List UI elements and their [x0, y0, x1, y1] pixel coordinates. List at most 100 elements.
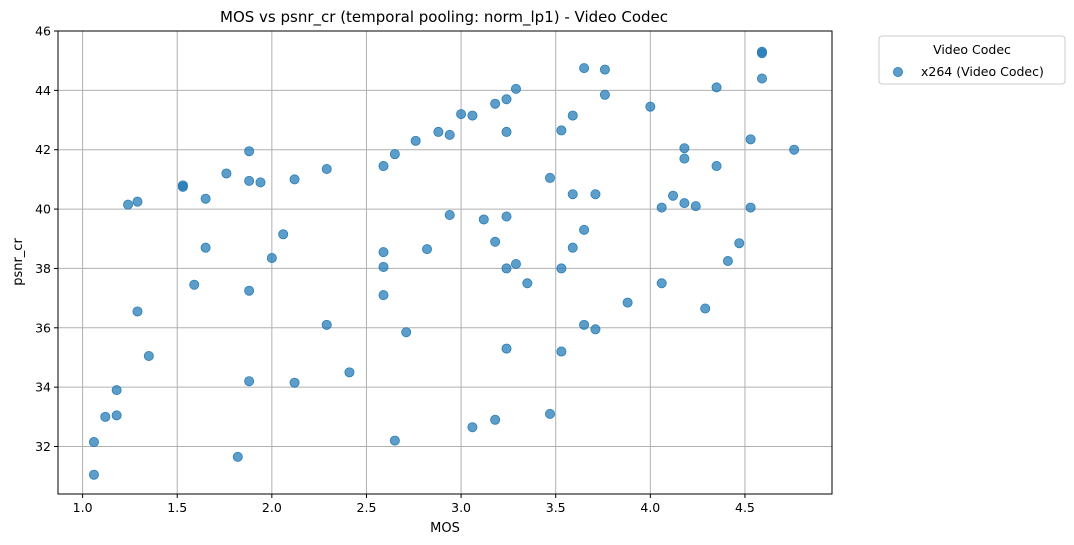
x-tick-label: 3.5	[546, 500, 566, 515]
data-point	[756, 48, 767, 59]
data-point	[244, 285, 255, 296]
data-point	[266, 253, 277, 264]
data-point	[88, 469, 99, 480]
data-point	[255, 177, 266, 188]
data-point	[745, 202, 756, 213]
data-point	[490, 236, 501, 247]
data-point	[700, 303, 711, 314]
x-tick-label: 4.0	[640, 500, 660, 515]
data-point	[244, 376, 255, 387]
data-point	[344, 367, 355, 378]
y-tick-label: 32	[35, 439, 51, 454]
data-point	[490, 414, 501, 425]
x-tick-label: 2.5	[357, 500, 377, 515]
data-point	[378, 161, 389, 172]
data-point	[599, 64, 610, 75]
data-point	[501, 263, 512, 274]
data-point	[501, 343, 512, 354]
data-point	[734, 238, 745, 249]
data-point	[244, 146, 255, 157]
data-point	[378, 247, 389, 258]
data-point	[668, 190, 679, 201]
legend-entry-label: x264 (Video Codec)	[921, 64, 1044, 79]
grid	[58, 30, 832, 494]
data-point	[389, 149, 400, 160]
data-point	[579, 63, 590, 74]
data-points	[88, 46, 800, 480]
data-point	[378, 261, 389, 272]
legend: Video Codec x264 (Video Codec)	[878, 35, 1066, 85]
data-point	[756, 73, 767, 84]
data-point	[123, 199, 134, 210]
data-point	[111, 385, 122, 396]
data-point	[478, 214, 489, 225]
data-point	[321, 319, 332, 330]
data-point	[579, 319, 590, 330]
data-point	[679, 153, 690, 164]
data-point	[656, 202, 667, 213]
data-point	[645, 101, 656, 112]
y-tick-label: 44	[35, 83, 51, 98]
data-point	[510, 258, 521, 269]
data-point	[556, 125, 567, 136]
data-point	[599, 89, 610, 100]
y-tick-label: 38	[35, 261, 51, 276]
data-point	[200, 193, 211, 204]
x-tick-label: 1.0	[73, 500, 93, 515]
y-tick-label: 42	[35, 142, 51, 157]
data-point	[679, 143, 690, 154]
data-point	[679, 198, 690, 209]
data-point	[490, 98, 501, 109]
y-tick-label: 36	[35, 320, 51, 335]
data-point	[467, 110, 478, 121]
data-point	[556, 263, 567, 274]
data-point	[444, 129, 455, 140]
data-point	[567, 189, 578, 200]
data-point	[422, 244, 433, 255]
data-point	[656, 278, 667, 289]
data-point	[88, 437, 99, 448]
data-point	[567, 110, 578, 121]
data-point	[711, 82, 722, 93]
x-tick-label: 3.0	[451, 500, 471, 515]
data-point	[745, 134, 756, 145]
x-tick-label: 2.0	[262, 500, 282, 515]
data-point	[556, 346, 567, 357]
data-point	[289, 377, 300, 388]
data-point	[200, 242, 211, 253]
plot-area	[57, 30, 833, 495]
data-point	[590, 189, 601, 200]
x-tick-label: 1.5	[167, 500, 187, 515]
data-point	[433, 126, 444, 137]
chart-title: MOS vs psnr_cr (temporal pooling: norm_l…	[220, 8, 668, 27]
legend-marker	[893, 67, 904, 78]
data-point	[244, 175, 255, 186]
data-point	[132, 306, 143, 317]
data-point	[467, 422, 478, 433]
axis-ticks: 1.0 1.5 2.0 2.5 3.0 3.5 4.0 4.5 32 34 36 38 40 42 44 46	[35, 24, 755, 516]
data-point	[189, 279, 200, 290]
data-point	[501, 211, 512, 222]
data-point	[510, 83, 521, 94]
data-point	[501, 94, 512, 105]
data-point	[590, 324, 601, 335]
data-point	[545, 172, 556, 183]
data-point	[177, 181, 188, 192]
data-point	[221, 168, 232, 179]
data-point	[132, 196, 143, 207]
data-point	[100, 411, 111, 422]
data-point	[444, 210, 455, 221]
data-point	[389, 435, 400, 446]
data-point	[401, 327, 412, 338]
data-point	[143, 350, 154, 361]
data-point	[545, 408, 556, 419]
data-point	[722, 256, 733, 267]
data-point	[278, 229, 289, 240]
y-tick-label: 40	[35, 202, 51, 217]
y-tick-label: 34	[35, 380, 51, 395]
data-point	[579, 224, 590, 235]
data-point	[711, 161, 722, 172]
data-point	[501, 126, 512, 137]
data-point	[789, 144, 800, 155]
